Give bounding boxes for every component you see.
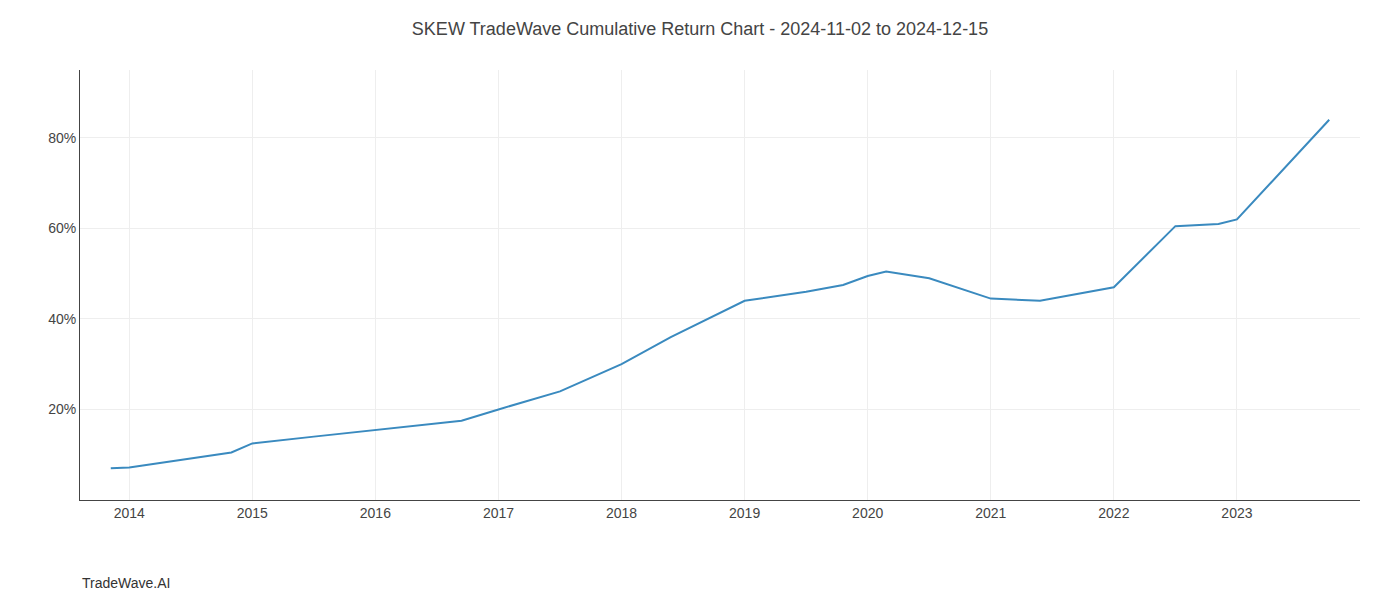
svg-text:2022: 2022 — [1098, 505, 1129, 521]
svg-text:40%: 40% — [48, 311, 76, 327]
svg-text:80%: 80% — [48, 130, 76, 146]
svg-text:2018: 2018 — [606, 505, 637, 521]
svg-text:2015: 2015 — [237, 505, 268, 521]
svg-text:2017: 2017 — [483, 505, 514, 521]
svg-text:60%: 60% — [48, 220, 76, 236]
svg-text:2014: 2014 — [114, 505, 145, 521]
svg-text:TradeWave.AI: TradeWave.AI — [82, 575, 170, 591]
svg-text:SKEW TradeWave Cumulative Retu: SKEW TradeWave Cumulative Return Chart -… — [412, 19, 988, 39]
svg-text:2021: 2021 — [975, 505, 1006, 521]
svg-text:2016: 2016 — [360, 505, 391, 521]
svg-text:2019: 2019 — [729, 505, 760, 521]
svg-text:2023: 2023 — [1221, 505, 1252, 521]
svg-text:2020: 2020 — [852, 505, 883, 521]
svg-text:20%: 20% — [48, 401, 76, 417]
